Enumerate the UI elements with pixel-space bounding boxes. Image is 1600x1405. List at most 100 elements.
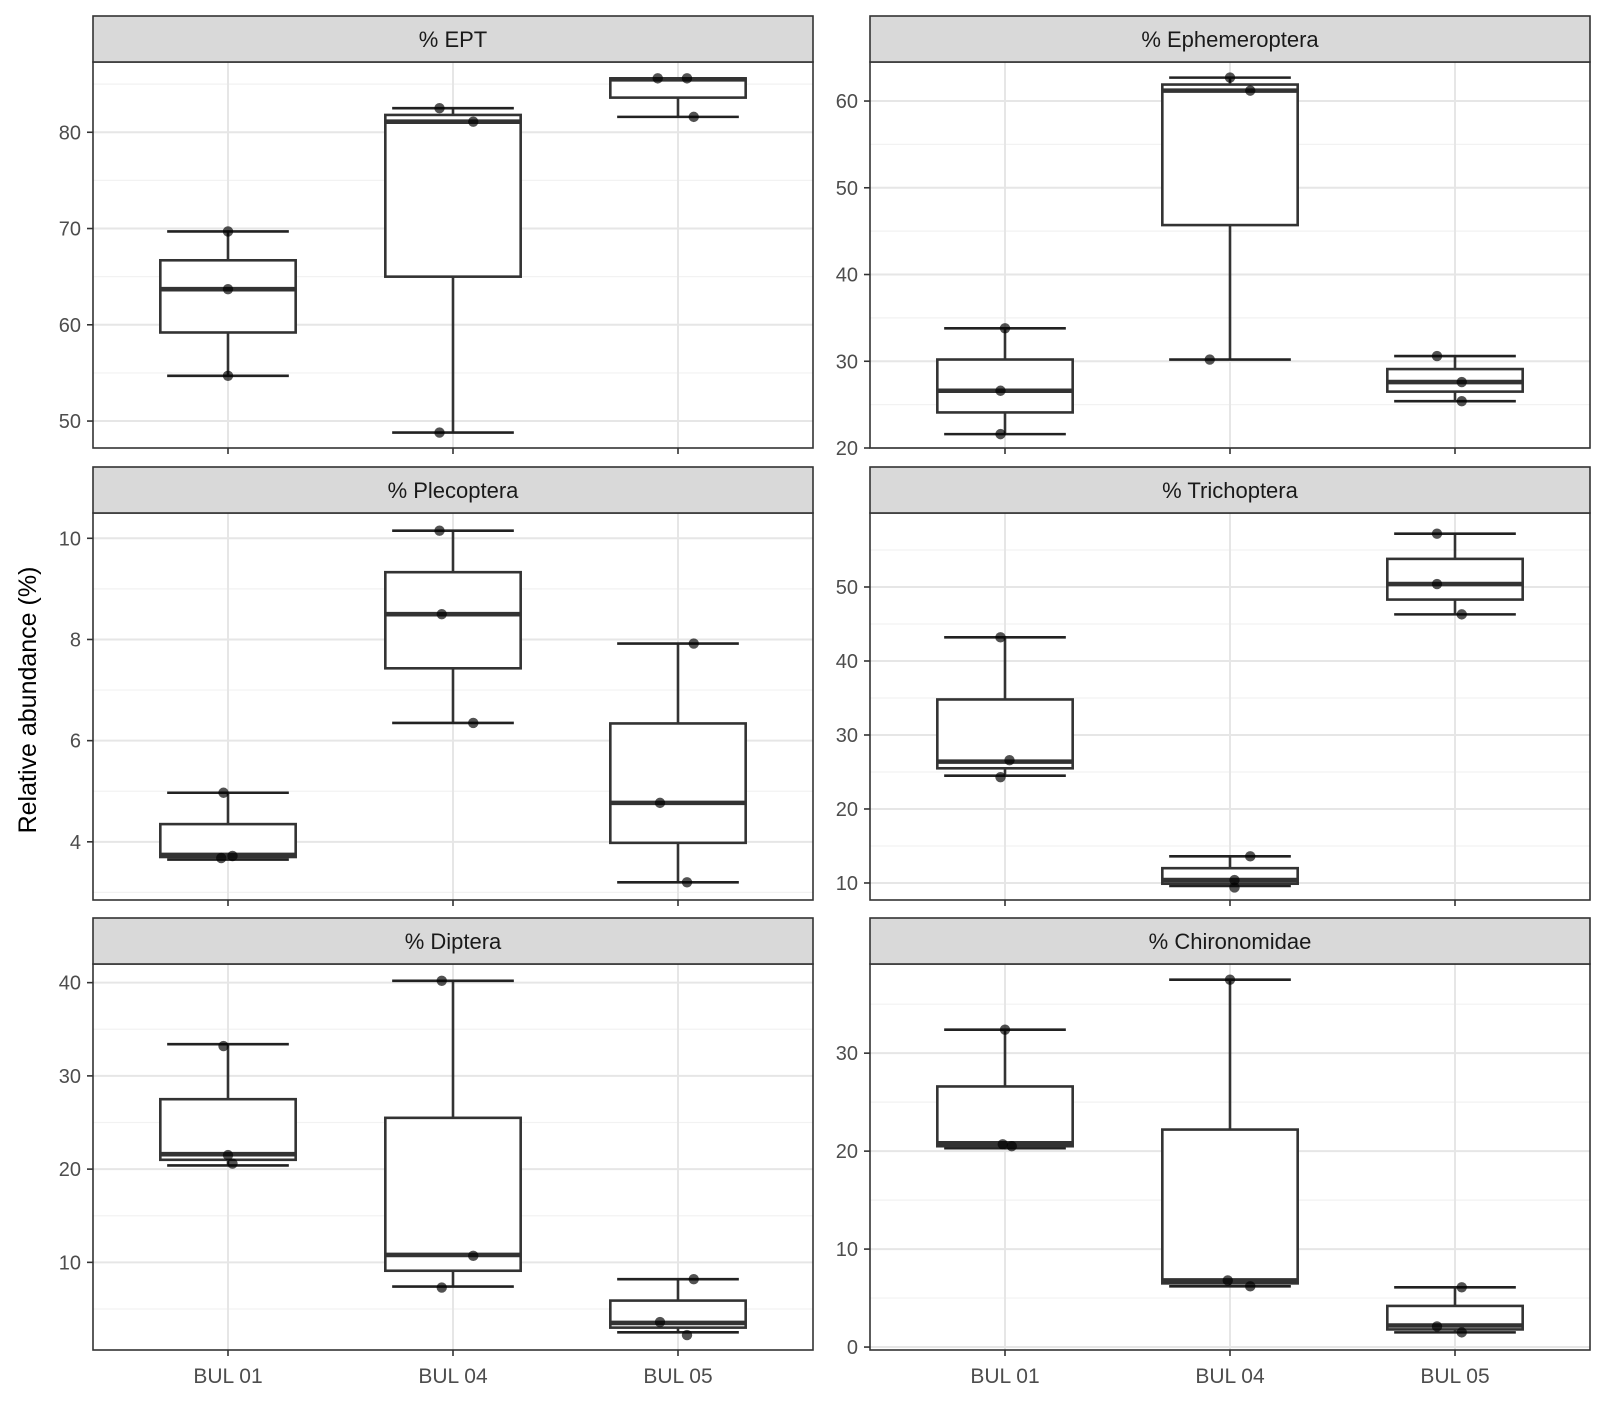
facet-strip — [869, 15, 1591, 63]
y-tick-label: 10 — [59, 528, 81, 550]
box-iqr — [384, 570, 522, 670]
data-point — [999, 323, 1011, 334]
data-point — [1431, 528, 1443, 539]
box-bul-04 — [384, 529, 522, 725]
data-point — [995, 428, 1006, 440]
y-tick-label: 10 — [59, 1252, 81, 1274]
data-point — [222, 370, 234, 382]
box-iqr — [159, 258, 297, 334]
data-point — [654, 1316, 666, 1328]
y-tick-label: 30 — [59, 1066, 81, 1088]
facet-trichoptera: % Trichoptera 10 20 30 40 50 — [836, 466, 1591, 906]
data-point — [434, 427, 445, 438]
data-point — [999, 1024, 1011, 1035]
data-point — [1431, 1321, 1443, 1332]
box-bul-05 — [609, 77, 747, 119]
data-point — [995, 385, 1006, 396]
box-bul-05 — [1386, 532, 1524, 616]
box-bul-05 — [1386, 1285, 1524, 1334]
data-point — [997, 1139, 1008, 1150]
data-point — [995, 771, 1006, 783]
y-tick-label: 30 — [836, 1043, 858, 1065]
y-tick-label: 50 — [836, 178, 858, 200]
facet-strip — [92, 15, 814, 63]
data-point — [1222, 1275, 1233, 1286]
x-tick-label: BUL 04 — [418, 1365, 488, 1388]
data-point — [1006, 1141, 1017, 1152]
box-iqr — [159, 1097, 297, 1162]
data-point — [434, 525, 445, 536]
facet-chironomidae: % Chironomidae 0 10 20 30 BUL 01 BUL 04 BUL 05 — [836, 917, 1591, 1388]
y-tick-label: 20 — [836, 438, 858, 460]
data-point — [216, 852, 227, 864]
data-point — [1245, 851, 1256, 862]
data-point — [468, 116, 479, 127]
data-point — [1229, 882, 1240, 893]
data-point — [218, 1040, 229, 1052]
y-tick-label: 60 — [836, 91, 858, 113]
facet-strip — [869, 917, 1591, 965]
data-point — [1456, 395, 1467, 407]
box-bul-01 — [936, 326, 1074, 436]
data-point — [1004, 754, 1015, 766]
data-point — [222, 226, 234, 237]
box-bul-04 — [384, 979, 522, 1288]
box-iqr — [384, 113, 522, 278]
y-tick-label: 20 — [836, 799, 858, 821]
box-iqr — [384, 1116, 522, 1273]
facet-ephemeroptera: % Ephemeroptera 20 30 40 50 60 — [836, 15, 1591, 460]
data-point — [1245, 85, 1256, 96]
data-point — [1224, 974, 1236, 985]
facet-strip — [92, 917, 814, 965]
data-point — [1456, 609, 1467, 620]
data-point — [434, 103, 445, 114]
facet-strip — [92, 466, 814, 514]
box-iqr — [936, 698, 1074, 770]
y-tick-label: 50 — [836, 577, 858, 599]
data-point — [1456, 376, 1467, 388]
data-point — [227, 1158, 238, 1169]
data-point — [681, 877, 693, 888]
facet-strip — [869, 466, 1591, 514]
data-point — [1245, 1281, 1256, 1292]
y-tick-label: 80 — [59, 122, 81, 144]
box-bul-05 — [1386, 354, 1524, 403]
box-bul-05 — [609, 1277, 747, 1334]
facet-title: % Ephemeroptera — [1141, 27, 1319, 52]
box-iqr — [1386, 557, 1524, 601]
x-tick-label: BUL 01 — [970, 1365, 1039, 1388]
facet-ept: % EPT 50 60 70 80 — [59, 15, 814, 454]
data-point — [688, 111, 699, 123]
data-point — [1229, 874, 1240, 886]
box-iqr — [609, 722, 747, 845]
facet-title: % Trichoptera — [1162, 478, 1298, 503]
y-tick-label: 8 — [70, 629, 81, 651]
y-axis-title: Relative abundance (%) — [14, 567, 42, 834]
y-tick-label: 30 — [836, 725, 858, 747]
data-point — [1456, 1282, 1467, 1293]
data-point — [688, 1273, 699, 1285]
data-point — [1224, 72, 1236, 83]
data-point — [1431, 350, 1443, 362]
x-tick-label: BUL 01 — [193, 1365, 262, 1388]
y-tick-label: 6 — [70, 731, 81, 753]
y-tick-label: 50 — [59, 411, 81, 433]
x-tick-label: BUL 05 — [643, 1365, 712, 1388]
box-iqr — [159, 822, 297, 859]
data-point — [995, 632, 1006, 643]
box-bul-04 — [1161, 76, 1299, 361]
data-point — [218, 787, 229, 798]
y-tick-label: 20 — [836, 1141, 858, 1163]
facet-title: % EPT — [419, 27, 487, 52]
y-tick-label: 30 — [836, 351, 858, 373]
x-tick-label: BUL 05 — [1420, 1365, 1489, 1388]
data-point — [222, 1149, 234, 1161]
y-tick-label: 10 — [836, 873, 858, 895]
box-iqr — [1161, 83, 1299, 227]
y-tick-label: 10 — [836, 1239, 858, 1261]
facet-title: % Chironomidae — [1149, 929, 1312, 954]
y-tick-label: 40 — [59, 973, 81, 995]
box-bul-01 — [936, 636, 1074, 777]
y-tick-label: 40 — [836, 651, 858, 673]
